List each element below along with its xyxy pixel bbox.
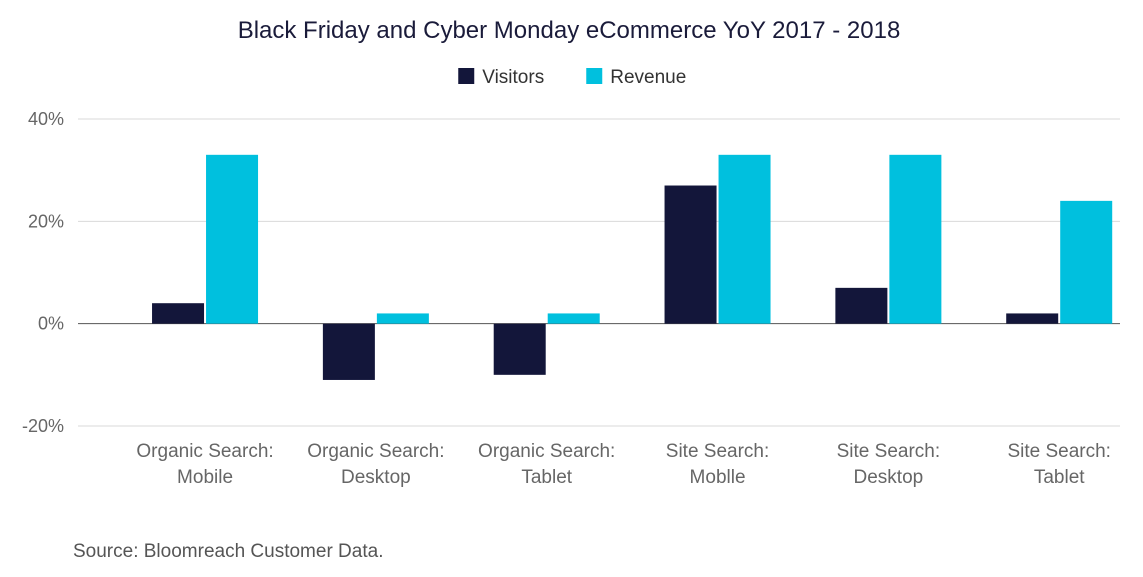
legend-swatch [586,68,603,84]
y-tick-label: -20% [22,416,64,436]
bar-revenue [206,154,259,324]
category-label: Organic Search: [307,441,444,462]
bar-visitors [322,323,375,380]
bars [152,154,1113,380]
category-label: Desktop [854,467,924,488]
bar-visitors [835,287,888,324]
bar-revenue [376,313,429,324]
bar-revenue [1060,200,1113,324]
category-label: Site Search: [837,441,941,462]
category-label: Mobile [177,467,233,488]
bar-visitors [1006,313,1059,324]
chart-title: Black Friday and Cyber Monday eCommerce … [238,17,901,44]
x-axis: Organic Search: Mobile Organic Search: Desk… [136,441,1111,488]
category-label: Tablet [521,467,572,488]
legend-label: Revenue [610,67,686,88]
legend-label: Visitors [482,67,544,88]
bar-revenue [547,313,600,324]
y-axis: -20% 0% 20% 40% [22,109,64,436]
bar-revenue [889,154,942,324]
y-tick-label: 0% [38,314,64,334]
category-label: Moblle [690,467,746,488]
legend: Visitors Revenue [458,67,686,88]
category-label: Organic Search: [478,441,615,462]
bar-visitors [493,323,546,375]
y-tick-label: 40% [28,109,64,129]
source-note: Source: Bloomreach Customer Data. [73,541,384,562]
category-label: Tablet [1034,467,1085,488]
bar-revenue [718,154,771,324]
category-label: Site Search: [666,441,770,462]
category-label: Organic Search: [136,441,273,462]
category-label: Site Search: [1007,441,1111,462]
bar-visitors [152,303,205,324]
category-label: Desktop [341,467,411,488]
bar-visitors [664,185,717,324]
legend-swatch [458,68,475,84]
y-tick-label: 20% [28,211,64,231]
